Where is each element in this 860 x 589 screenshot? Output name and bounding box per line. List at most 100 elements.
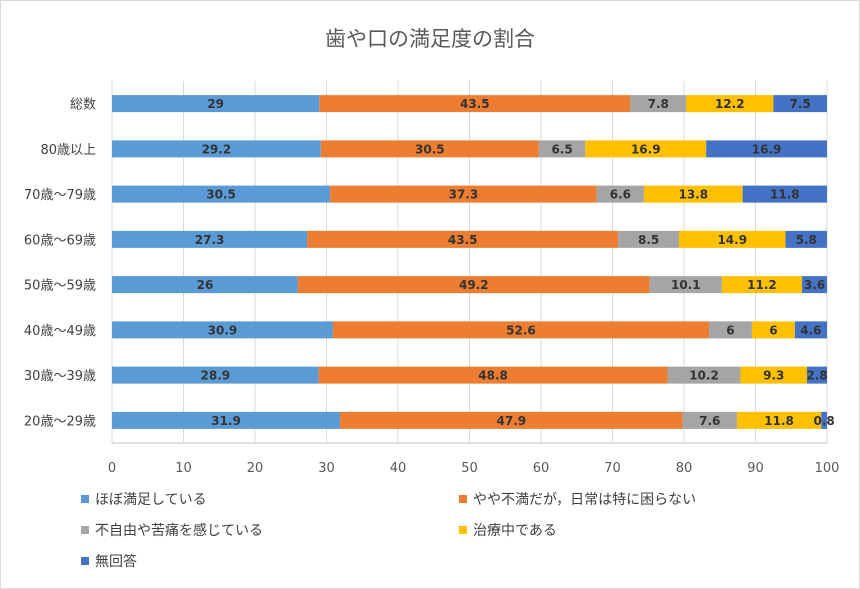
bar-segment [801,276,827,294]
x-tick-label: 30 [318,461,335,476]
legend-item: やや不満だが，日常は特に困らない [459,489,696,509]
category-label: 40歳〜49歳 [24,324,96,339]
bar-segment [630,95,687,113]
bar-segment [643,185,743,203]
gridlines [111,81,828,444]
x-tick-labels: 0 10 20 30 40 50 60 70 80 90 100 [108,461,840,476]
bar-segment [112,276,298,294]
data-label: 28.9 [201,369,231,383]
x-tick-label: 90 [747,461,764,476]
x-tick-label: 0 [108,461,116,476]
bar-segment [297,276,650,294]
legend-label: ほぼ満足している [95,492,207,508]
bar-segment [320,140,539,158]
data-label: 11.8 [770,188,800,202]
data-label: 12.2 [715,97,745,111]
bar-segment [112,366,319,384]
data-label: 43.5 [448,233,478,247]
bar-segment [340,411,683,429]
chart-title: 歯や口の満足度の割合 [325,27,535,51]
x-tick-label: 40 [390,461,407,476]
bar-segment [721,276,802,294]
data-label: 2.8 [806,369,827,383]
data-label: 9.3 [763,369,784,383]
data-label: 6 [769,323,777,337]
data-label: 30.5 [206,188,236,202]
data-label: 16.9 [752,142,782,156]
bar-segment [773,95,827,113]
category-label: 70歳〜79歳 [24,188,96,203]
data-label: 43.5 [460,97,490,111]
x-tick-label: 60 [533,461,550,476]
bar-segment [618,230,679,248]
data-label: 27.3 [195,233,225,247]
data-label: 47.9 [497,414,527,428]
legend-item: 治療中である [459,520,557,540]
bar-segment [332,321,710,339]
data-label: 16.9 [631,142,661,156]
legend-label: 不自由や苦痛を感じている [95,523,263,539]
bar-segment [785,230,827,248]
bar-segment [706,140,827,158]
data-label: 10.1 [671,278,701,292]
data-label: 11.8 [764,414,794,428]
legend-label: 治療中である [473,523,557,539]
data-label: 4.6 [800,323,821,337]
bar-segment [112,185,331,203]
data-label: 6.5 [551,142,572,156]
legend-swatch [81,557,89,565]
data-label: 7.8 [648,97,669,111]
data-label: 29 [207,97,224,111]
category-labels: 総数 80歳以上 70歳〜79歳 60歳〜69歳 50歳〜59歳 40歳〜49歳 30歳〜3… [24,98,96,430]
bars [112,95,827,429]
data-label: 5.8 [796,233,817,247]
data-label: 7.5 [790,97,811,111]
category-label: 20歳〜29歳 [24,414,96,429]
bar-segment [318,366,668,384]
legend-swatch [459,526,467,534]
data-label: 48.8 [478,369,508,383]
bar-segment [538,140,586,158]
x-tick-label: 50 [461,461,478,476]
bar-segment [821,411,827,429]
bar-segment [709,321,752,339]
legend-item: 不自由や苦痛を感じている [81,520,263,540]
bar-segment [112,95,320,113]
legend-swatch [81,526,89,534]
data-label: 8.5 [638,233,659,247]
legend-label: 無回答 [95,554,137,570]
x-tick-label: 20 [247,461,264,476]
bar-segment [742,185,827,203]
bar-segment [307,230,619,248]
category-label: 50歳〜59歳 [24,279,96,294]
bar-segment [678,230,786,248]
bar-segment [740,366,807,384]
bar-segment [112,230,308,248]
data-label: 26 [197,278,214,292]
x-tick-label: 80 [676,461,693,476]
legend-swatch [81,495,89,503]
data-label: 6.6 [610,188,631,202]
bar-segment [596,185,644,203]
data-label: 49.2 [459,278,489,292]
bar-segment [649,276,722,294]
x-tick-label: 100 [815,461,840,476]
data-label: 52.6 [506,323,536,337]
data-label: 31.9 [211,414,241,428]
bar-segment [794,321,827,339]
bar-segment [112,140,321,158]
data-label: 10.2 [689,369,719,383]
bar-segment [806,366,827,384]
bar-segment [319,95,631,113]
category-label: 80歳以上 [40,143,96,158]
data-label: 29.2 [202,142,232,156]
bar-segment [112,321,333,339]
bar-segment [736,411,822,429]
legend-label: やや不満だが，日常は特に困らない [473,492,697,508]
legend-item: 無回答 [81,551,137,571]
data-label: 3.6 [804,278,825,292]
data-label: 0.8 [814,414,835,428]
bar-segment [686,95,774,113]
